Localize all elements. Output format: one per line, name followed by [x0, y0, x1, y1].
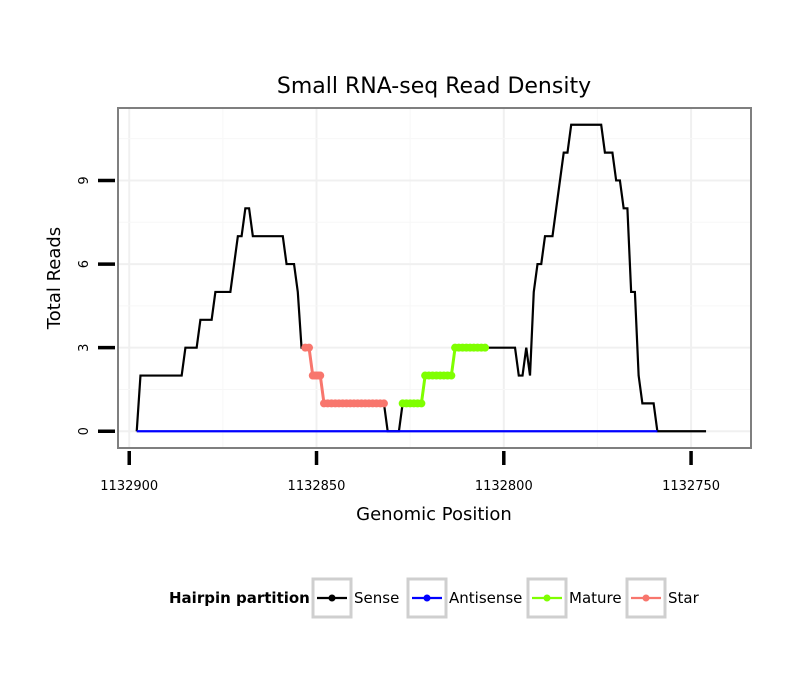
y-axis: 0 3 6 9 [77, 176, 115, 435]
legend-label: Star [668, 589, 700, 607]
data-point-star [305, 343, 314, 352]
chart-title: Small RNA-seq Read Density [277, 74, 591, 99]
panel-background [118, 108, 751, 448]
legend-label: Antisense [449, 589, 522, 607]
y-tick-label: 0 [77, 427, 92, 435]
legend-label: Sense [354, 589, 399, 607]
y-tick-label: 3 [77, 344, 92, 352]
legend-label: Mature [569, 589, 622, 607]
y-tick-label: 6 [77, 260, 92, 268]
legend: Hairpin partition Sense Antisense Mature St… [169, 577, 700, 619]
data-point-star [316, 371, 325, 380]
data-point-mature [417, 399, 426, 408]
grid-lines [118, 108, 751, 448]
legend-key-point [543, 594, 551, 602]
y-axis-title: Total Reads [44, 227, 65, 330]
legend-entry-sense: Sense [311, 577, 399, 619]
x-tick-label: 1132750 [662, 479, 720, 494]
x-tick-label: 1132900 [100, 479, 158, 494]
series-layer [135, 123, 707, 433]
x-axis-title: Genomic Position [356, 504, 512, 525]
plot-panel [117, 107, 752, 449]
legend-entries: Sense Antisense Mature Star [311, 577, 700, 619]
series-star [301, 343, 388, 408]
data-point-mature [447, 371, 456, 380]
legend-key-point [328, 594, 336, 602]
legend-entry-star: Star [625, 577, 700, 619]
legend-key-point [642, 594, 650, 602]
legend-title: Hairpin partition [169, 589, 310, 607]
legend-entry-mature: Mature [526, 577, 622, 619]
y-tick-label: 9 [77, 176, 92, 184]
x-tick-label: 1132850 [288, 479, 346, 494]
legend-entry-antisense: Antisense [406, 577, 522, 619]
x-tick-label: 1132800 [475, 479, 533, 494]
x-axis: 1132900 1132850 1132800 1132750 [100, 451, 720, 494]
legend-key-point [423, 594, 431, 602]
series-mature [398, 343, 490, 408]
data-point-mature [481, 343, 490, 352]
data-point-star [379, 399, 388, 408]
panel-border [117, 107, 752, 449]
